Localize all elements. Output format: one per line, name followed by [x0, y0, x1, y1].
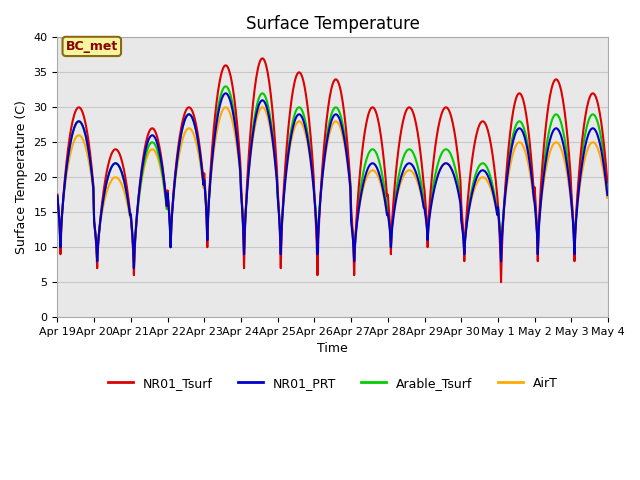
X-axis label: Time: Time — [317, 342, 348, 356]
Title: Surface Temperature: Surface Temperature — [246, 15, 420, 33]
Text: BC_met: BC_met — [66, 40, 118, 53]
Legend: NR01_Tsurf, NR01_PRT, Arable_Tsurf, AirT: NR01_Tsurf, NR01_PRT, Arable_Tsurf, AirT — [103, 372, 563, 395]
Y-axis label: Surface Temperature (C): Surface Temperature (C) — [15, 100, 28, 254]
